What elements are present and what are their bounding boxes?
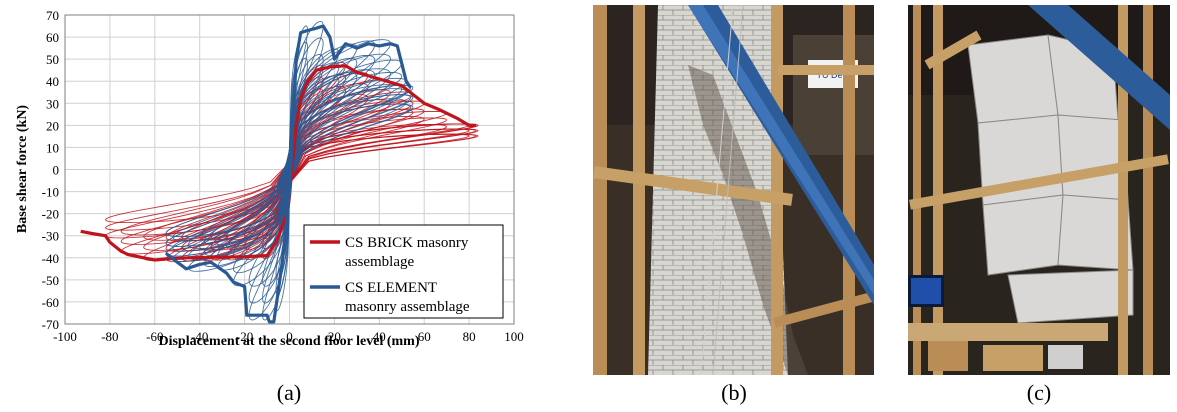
- panel-label-a: (a): [276, 380, 302, 405]
- hysteresis-loop: [104, 133, 479, 224]
- y-axis-label: Base shear force (kN): [15, 105, 30, 234]
- y-tick-label: -50: [42, 273, 59, 288]
- hysteresis-loop: [199, 108, 414, 241]
- x-tick-label: -20: [236, 329, 253, 344]
- x-axis-label: Displacement at the second floor level (…: [158, 334, 419, 349]
- x-tick-label: -80: [101, 329, 118, 344]
- plot-frame: [64, 14, 515, 325]
- y-tick-label: -10: [42, 185, 59, 200]
- series-layer: [80, 20, 479, 324]
- y-tick-label: -60: [42, 295, 59, 310]
- photo-element-wall-test: [908, 5, 1170, 375]
- y-tick-label: 20: [46, 118, 59, 133]
- hysteresis-loop: [262, 54, 324, 287]
- tick-labels: 706050403020100-10-20-30-40-50-60-70-100…: [42, 8, 524, 344]
- y-tick-label: 70: [46, 8, 59, 23]
- hysteresis-loop: [165, 94, 414, 247]
- legend-label-brick-line2: assemblage: [345, 254, 414, 270]
- legend-label-element-line1: CS ELEMENT: [345, 280, 437, 296]
- y-tick-label: -40: [42, 251, 59, 266]
- y-tick-label: -20: [42, 207, 59, 222]
- panel-label-b: (b): [721, 380, 747, 405]
- legend-label-brick-line1: CS BRICK masonry: [345, 235, 469, 251]
- x-tick-label: 0: [286, 329, 293, 344]
- x-tick-label: 100: [504, 329, 524, 344]
- hysteresis-loop: [165, 103, 414, 238]
- hysteresis-loop: [104, 128, 479, 231]
- legend: CS BRICK masonry assemblage CS ELEMENT m…: [303, 224, 504, 319]
- x-tick-label: 20: [328, 329, 341, 344]
- x-tick-label: -100: [53, 329, 77, 344]
- hysteresis-loop: [232, 71, 358, 261]
- y-tick-label: 10: [46, 140, 59, 155]
- photo-brick-wall-test: TU Delft: [593, 5, 874, 375]
- x-tick-label: -40: [191, 329, 208, 344]
- hysteresis-loop: [203, 68, 391, 246]
- y-tick-label: 30: [46, 96, 59, 111]
- y-tick-label: 40: [46, 74, 59, 89]
- y-tick-label: -30: [42, 229, 59, 244]
- x-tick-label: 80: [463, 329, 476, 344]
- brick-wall-photo-illustration: TU Delft: [593, 5, 874, 375]
- legend-label-element-line2: masonry assemblage: [345, 299, 470, 315]
- hysteresis-loop: [172, 88, 407, 252]
- x-tick-label: 60: [418, 329, 431, 344]
- x-tick-label: 40: [373, 329, 386, 344]
- series-envelope-1: [165, 24, 413, 324]
- hysteresis-loop: [188, 84, 403, 249]
- x-tick-label: -60: [146, 329, 163, 344]
- y-tick-label: 0: [53, 163, 60, 178]
- y-tick-label: 60: [46, 30, 59, 45]
- panel-label-c: (c): [1026, 380, 1052, 405]
- y-tick-label: -70: [42, 317, 59, 332]
- y-tick-label: 50: [46, 52, 59, 67]
- element-wall-photo-illustration: [908, 5, 1170, 375]
